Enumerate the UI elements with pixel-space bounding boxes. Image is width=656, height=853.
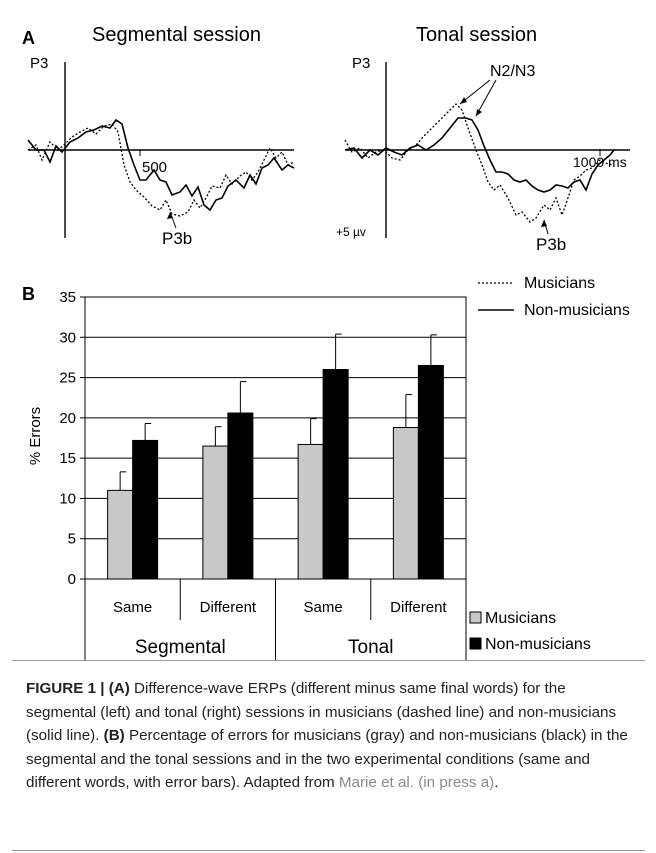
- category-label: Same: [113, 599, 152, 616]
- y-tick-label: 5: [68, 531, 76, 548]
- tonal-x-tick-label: 1000 ms: [573, 154, 627, 170]
- segmental-x-tick-label: 500: [142, 159, 167, 176]
- legend-nonmusicians-label: Non-musicians: [524, 302, 630, 319]
- bar-musicians: [202, 445, 229, 580]
- bar-non-musicians: [417, 364, 444, 580]
- panel-b-letter: B: [22, 284, 35, 304]
- segmental-title: Segmental session: [92, 24, 261, 46]
- bar-legend: Musicians Non-musicians: [469, 610, 591, 653]
- bar-musicians: [107, 489, 134, 580]
- caption-end: .: [494, 774, 499, 791]
- tonal-musicians-wave: [344, 103, 615, 223]
- tonal-n2n3-label: N2/N3: [490, 63, 535, 80]
- group-label: Segmental: [135, 637, 226, 658]
- caption-reference-link[interactable]: Marie et al. (in press a): [338, 774, 495, 791]
- figure-caption: FIGURE 1 | (A) Difference-wave ERPs (dif…: [26, 677, 636, 795]
- y-axis-title: % Errors: [27, 407, 44, 465]
- group-label: Tonal: [348, 637, 393, 658]
- tonal-title: Tonal session: [416, 24, 537, 46]
- bar-non-musicians: [322, 369, 349, 580]
- caption-separator: [12, 660, 645, 661]
- bar-non-musicians: [227, 412, 254, 580]
- erp-legend: Musicians Non-musicians: [478, 275, 630, 319]
- y-tick-label: 35: [59, 289, 76, 306]
- tonal-p3b-label: P3b: [536, 235, 566, 254]
- bar-non-musicians: [132, 439, 159, 580]
- erp-plot-tonal: P3 1000 ms +5 µv N2/N3 P3b: [336, 55, 630, 254]
- caption-lead: FIGURE 1 | (A): [26, 680, 130, 697]
- y-tick-label: 30: [59, 329, 76, 346]
- category-label: Same: [304, 599, 343, 616]
- segmental-p3b-arrowhead: [167, 212, 173, 219]
- y-tick-label: 0: [68, 571, 76, 588]
- category-label: Different: [390, 599, 447, 616]
- y-tick-label: 25: [59, 370, 76, 387]
- tonal-p3b-arrowhead: [541, 220, 547, 227]
- tonal-n2n3-arrow-2: [475, 79, 497, 117]
- legend-bar-musicians-label: Musicians: [485, 610, 556, 627]
- y-tick-label: 15: [59, 450, 76, 467]
- figure: A Segmental session Tonal session P3 500…: [22, 24, 630, 660]
- legend-nonmusicians-swatch: [469, 637, 482, 650]
- y-tick-label: 20: [59, 410, 76, 427]
- bottom-separator: [12, 850, 645, 851]
- category-layer: Same Different Same Different Segmental Tonal: [84, 579, 467, 660]
- bars-layer: [107, 333, 444, 580]
- segmental-p3b-label: P3b: [162, 229, 192, 248]
- tonal-nonmusicians-wave: [344, 117, 615, 193]
- legend-musicians-swatch: [469, 611, 482, 624]
- tonal-amplitude-label: +5 µv: [336, 225, 366, 239]
- legend-bar-nonmusicians-label: Non-musicians: [485, 636, 591, 653]
- category-label: Different: [200, 599, 257, 616]
- tonal-y-label: P3: [352, 55, 370, 72]
- legend-musicians-label: Musicians: [524, 275, 595, 292]
- tonal-n2n3-arrowhead-2: [476, 109, 482, 116]
- bar-musicians: [392, 427, 419, 580]
- y-tick-label: 10: [59, 490, 76, 507]
- segmental-musicians-wave: [27, 123, 295, 217]
- caption-b-tag: (B): [103, 727, 125, 744]
- tonal-n2n3-arrowhead-1: [460, 97, 467, 104]
- caption-part-a: Difference-wave ERPs (different minus sa…: [26, 680, 617, 744]
- segmental-nonmusicians-wave: [27, 118, 295, 212]
- bar-musicians: [297, 443, 324, 580]
- panel-a-letter: A: [22, 28, 35, 48]
- erp-plot-segmental: P3 500 P3b: [27, 55, 295, 248]
- segmental-y-label: P3: [30, 55, 48, 72]
- caption-part-b: Percentage of errors for musicians (gray…: [26, 727, 628, 791]
